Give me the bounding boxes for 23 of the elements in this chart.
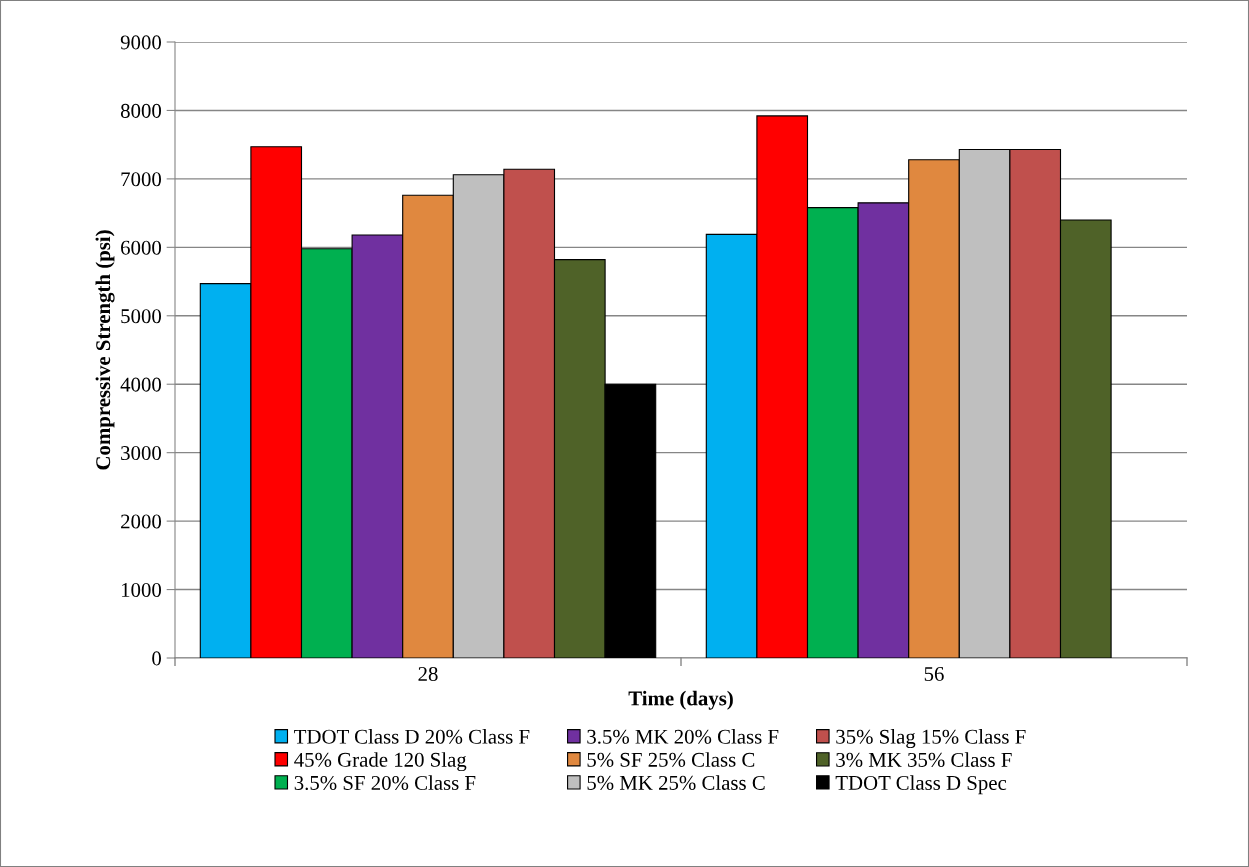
legend-label: 3% MK 35% Class F bbox=[836, 752, 1012, 767]
legend-label: 5% SF 25% Class C bbox=[587, 752, 755, 767]
legend-label: 3.5% SF 20% Class F bbox=[294, 775, 476, 791]
legend-label: TDOT Class D Spec bbox=[835, 775, 1007, 795]
y-tick-label: 6000 bbox=[121, 240, 162, 255]
legend-label: TDOT Class D 20% Class F bbox=[294, 729, 530, 744]
y-tick-label: 4000 bbox=[120, 377, 162, 392]
legend-label: 5% MK 25% Class C bbox=[587, 775, 765, 790]
y-tick-label: 1000 bbox=[121, 582, 162, 597]
y-tick-label: 9000 bbox=[120, 35, 162, 50]
x-axis-title: Time (days) bbox=[628, 690, 733, 710]
legend-label: 35% Slag 15% Class F bbox=[836, 729, 1026, 749]
y-tick-label: 5000 bbox=[121, 309, 162, 324]
y-tick-label: 2000 bbox=[121, 514, 162, 529]
y-tick-label: 8000 bbox=[120, 103, 162, 118]
y-tick-label: 0 bbox=[152, 651, 162, 666]
x-tick-label: 28 bbox=[418, 666, 438, 681]
legend-label: 3.5% MK 20% Class F bbox=[587, 729, 779, 744]
y-axis-title: Compressive Strength (psi) bbox=[95, 230, 115, 470]
legend-label: 45% Grade 120 Slag bbox=[294, 752, 467, 772]
y-tick-label: 3000 bbox=[121, 446, 162, 461]
x-tick-label: 56 bbox=[924, 666, 944, 681]
y-tick-label: 7000 bbox=[121, 172, 162, 187]
